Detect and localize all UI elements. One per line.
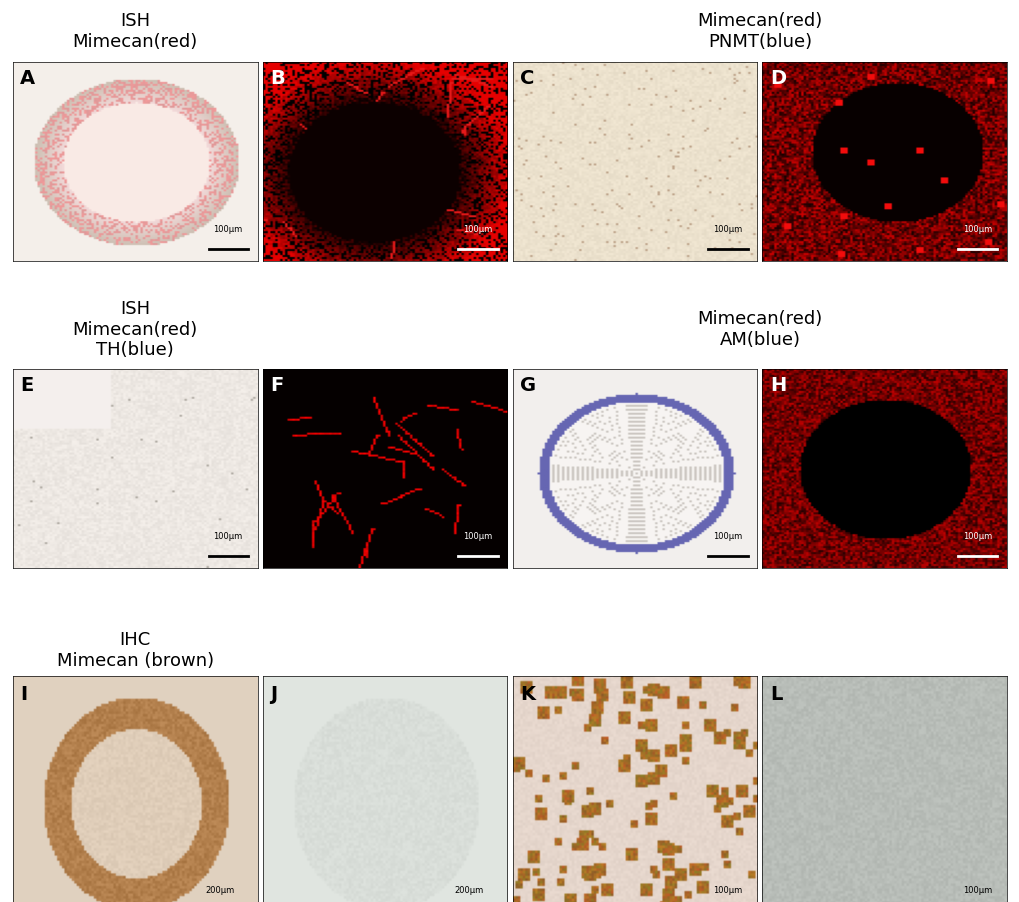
Text: 100μm: 100μm [712, 885, 742, 894]
Text: 100μm: 100μm [213, 225, 243, 234]
Text: G: G [520, 376, 536, 395]
Text: C: C [520, 69, 534, 88]
Text: 200μm: 200μm [205, 885, 234, 894]
Text: L: L [769, 684, 782, 703]
Text: 200μm: 200μm [454, 885, 484, 894]
Text: J: J [270, 684, 277, 703]
Text: 100μm: 100μm [962, 225, 991, 234]
Text: 100μm: 100μm [213, 531, 243, 540]
Text: 100μm: 100μm [463, 225, 492, 234]
Text: 100μm: 100μm [463, 531, 492, 540]
Text: K: K [520, 684, 534, 703]
Text: H: H [769, 376, 786, 395]
Text: D: D [769, 69, 786, 88]
Text: I: I [20, 684, 28, 703]
Text: F: F [270, 376, 283, 395]
Text: Mimecan(red)
AM(blue): Mimecan(red) AM(blue) [697, 310, 821, 348]
Text: E: E [20, 376, 34, 395]
Text: IHC
Mimecan (brown): IHC Mimecan (brown) [56, 630, 214, 668]
Text: Mimecan(red)
PNMT(blue): Mimecan(red) PNMT(blue) [697, 13, 821, 51]
Text: 100μm: 100μm [962, 885, 991, 894]
Text: ISH
Mimecan(red): ISH Mimecan(red) [72, 13, 198, 51]
Text: 100μm: 100μm [712, 225, 742, 234]
Text: B: B [270, 69, 284, 88]
Text: A: A [20, 69, 36, 88]
Text: ISH
Mimecan(red)
TH(blue): ISH Mimecan(red) TH(blue) [72, 299, 198, 359]
Text: 100μm: 100μm [962, 531, 991, 540]
Text: 100μm: 100μm [712, 531, 742, 540]
